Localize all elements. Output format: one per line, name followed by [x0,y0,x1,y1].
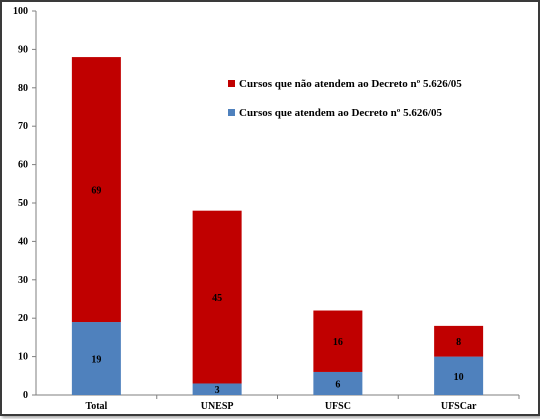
y-tick-label: 10 [18,352,28,363]
x-tick-label: UFSC [325,401,351,412]
bar-segment [71,57,121,323]
y-tick-label: 60 [18,160,28,171]
bars: 19 69 3 45 6 16 10 8 [71,57,484,396]
bar-segment [313,310,363,372]
data-label: 3 [215,385,220,396]
stacked-bar-chart: 0 10 20 30 40 50 60 70 80 90 100 Total UNESP UFSC UFSC… [13,6,520,412]
data-label: 69 [91,186,101,197]
legend-swatch [228,109,235,116]
bar-segment [313,371,363,395]
y-tick-label: 70 [18,121,28,132]
legend-swatch [228,80,235,87]
y-tick-label: 20 [18,313,28,324]
y-tick-label: 80 [18,83,28,94]
legend-label: Cursos que não atendem ao Decreto nº 5.6… [239,78,462,90]
bar-segment [71,322,121,395]
y-tick-label: 100 [13,6,28,17]
data-label: 10 [454,372,464,383]
data-label: 6 [335,379,340,390]
bar-segment [192,210,242,384]
legend: Cursos que não atendem ao Decreto nº 5.6… [228,78,462,119]
y-tick-label: 30 [18,275,28,286]
data-label: 19 [91,355,101,366]
y-tick-label: 50 [18,198,28,209]
bar-segment [192,383,242,395]
data-label: 16 [333,337,343,348]
y-tick-label: 90 [18,44,28,55]
x-tick-label: UFSCar [441,401,477,412]
data-label: 45 [212,293,222,304]
x-tick-label: UNESP [201,401,234,412]
x-tick-label: Total [85,401,107,412]
legend-label: Cursos que atendem ao Decreto nº 5.626/0… [239,107,442,119]
bar-segment [434,325,484,357]
data-label: 8 [456,337,461,348]
y-tick-label: 0 [23,390,28,401]
bar-segment [434,356,484,395]
y-tick-label: 40 [18,236,28,247]
